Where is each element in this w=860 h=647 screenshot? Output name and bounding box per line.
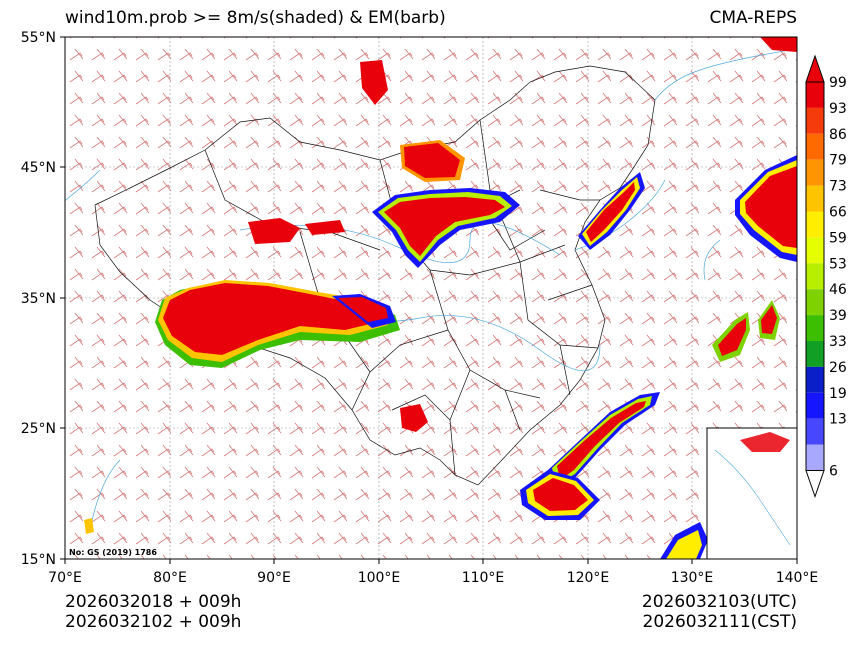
colorbar-tick-label: 53	[829, 256, 847, 272]
tick-marks	[60, 36, 798, 564]
colorbar-swatch	[806, 315, 824, 341]
map-approval-note: No: GS (2019) 1786	[69, 548, 157, 557]
colorbar-tick-label: 39	[829, 308, 847, 324]
colorbar-tick-label: 93	[829, 101, 847, 117]
init-time-block: 2026032018 + 009h 2026032102 + 009h	[65, 592, 241, 632]
map-area	[65, 37, 797, 559]
valid-time-utc: 2026032103(UTC)	[641, 592, 797, 612]
probability-shading	[84, 37, 797, 559]
colorbar-swatch	[806, 211, 824, 238]
colorbar-tick-label: 13	[829, 412, 847, 428]
colorbar-swatch	[806, 133, 824, 160]
lat-label: 45°N	[21, 160, 56, 176]
colorbar-extend-max	[805, 54, 825, 83]
colorbar-swatch	[806, 341, 824, 367]
colorbar-tick-label: 33	[829, 334, 847, 350]
colorbar-tick-label: 19	[829, 386, 847, 402]
colorbar-tick-label: 66	[829, 205, 847, 221]
colorbar-frame	[805, 81, 825, 471]
colorbar-labels: 99 93 86 79 73 66 59 53 46 39 33 26 19 13 6	[829, 75, 847, 480]
lat-label: 15°N	[21, 552, 56, 568]
colorbar-swatch	[806, 418, 824, 445]
lat-label: 25°N	[21, 421, 56, 437]
lon-label: 110°E	[462, 570, 505, 586]
colorbar-swatch	[806, 159, 824, 186]
colorbar-swatch	[806, 185, 824, 212]
colorbar-swatch	[806, 107, 824, 134]
colorbar-swatch	[806, 237, 824, 264]
valid-time-block: 2026032103(UTC) 2026032111(CST)	[642, 592, 797, 632]
colorbar-tick-label: 86	[829, 127, 847, 143]
lon-label: 120°E	[567, 570, 610, 586]
lon-label: 100°E	[358, 570, 401, 586]
colorbar-swatch	[806, 366, 824, 393]
colorbar	[805, 54, 825, 499]
chart-title: wind10m.prob >= 8m/s(shaded) & EM(barb)	[65, 8, 446, 28]
lat-label: 55°N	[21, 30, 56, 46]
lon-label: 80°E	[153, 570, 187, 586]
lat-label: 35°N	[21, 291, 56, 307]
colorbar-extend-min	[805, 470, 825, 499]
colorbar-swatch	[806, 82, 824, 108]
south-china-sea-inset	[706, 427, 797, 559]
init-time-utc: 2026032018 + 009h	[65, 592, 242, 612]
colorbar-swatch	[806, 263, 824, 290]
colorbar-swatch	[806, 392, 824, 419]
lon-label: 140°E	[776, 570, 819, 586]
model-name: CMA-REPS	[709, 8, 797, 28]
colorbar-swatch	[806, 444, 824, 471]
colorbar-tick-label: 73	[829, 179, 847, 195]
lon-label: 130°E	[671, 570, 714, 586]
longitude-labels: 70°E 80°E 90°E 100°E 110°E 120°E 130°E 1…	[48, 570, 818, 586]
colorbar-swatch	[806, 289, 824, 316]
colorbar-tick-label: 46	[829, 282, 847, 298]
lon-label: 70°E	[48, 570, 82, 586]
latitude-labels: 55°N 45°N 35°N 25°N 15°N	[21, 30, 56, 568]
colorbar-tick-label: 79	[829, 153, 847, 169]
init-time-cst: 2026032102 + 009h	[65, 612, 242, 632]
lon-label: 90°E	[257, 570, 291, 586]
colorbar-tick-label: 99	[829, 75, 847, 91]
colorbar-tick-label: 6	[829, 464, 838, 480]
valid-time-cst: 2026032111(CST)	[642, 612, 797, 632]
colorbar-tick-label: 26	[829, 360, 847, 376]
colorbar-tick-label: 59	[829, 230, 847, 246]
